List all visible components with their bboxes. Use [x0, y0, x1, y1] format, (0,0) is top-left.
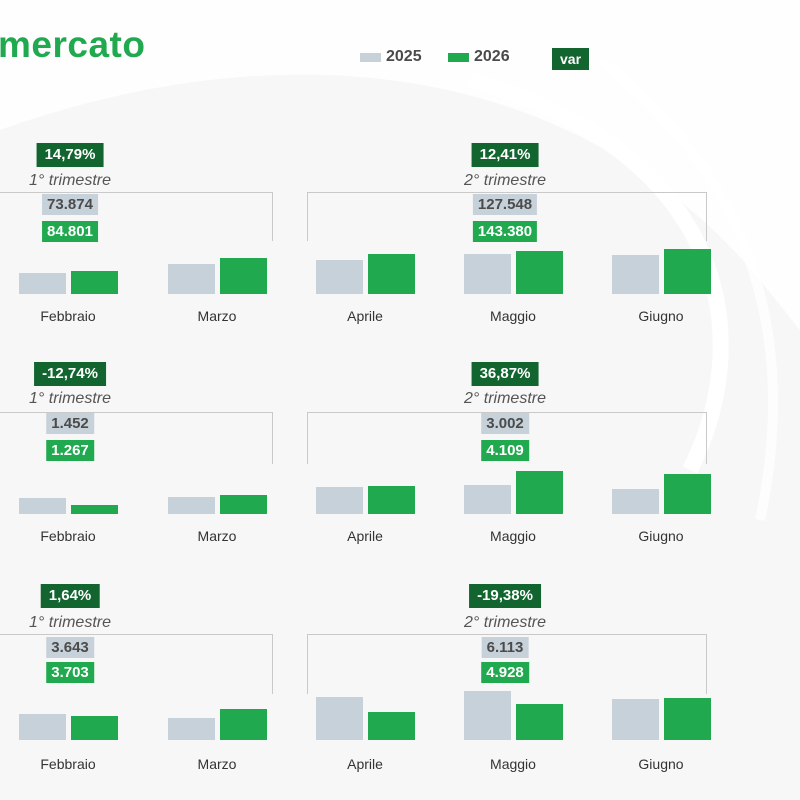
month-label-febbraio: Febbraio [40, 756, 96, 772]
month-label-marzo: Marzo [197, 528, 237, 544]
quarter-bracket-2 [307, 412, 707, 464]
bar-2025-marzo [167, 497, 215, 514]
bar-2026-maggio [515, 471, 563, 514]
bar-2025-maggio [463, 485, 511, 514]
legend-var-badge: var % [552, 48, 590, 85]
bar-2026-febbraio [70, 271, 118, 294]
quarter-label: 2° trimestre [464, 172, 546, 189]
var-percent-badge: 1,64% [40, 584, 100, 608]
bar-2026-marzo [219, 258, 267, 294]
month-label-aprile: Aprile [347, 756, 383, 772]
var-percent-badge: -19,38% [469, 584, 541, 608]
quarter-bracket-2 [307, 192, 707, 241]
bar-2025-febbraio [18, 498, 66, 514]
legend-item-2026: 2026 [448, 48, 510, 66]
month-label-febbraio: Febbraio [40, 308, 96, 324]
month-label-aprile: Aprile [347, 308, 383, 324]
quarter-bracket-1 [0, 634, 273, 694]
month-label-giugno: Giugno [638, 528, 684, 544]
var-percent-badge: 14,79% [36, 143, 104, 167]
bar-2026-maggio [515, 704, 563, 740]
bar-2026-aprile [367, 254, 415, 294]
quarter-bracket-2 [307, 634, 707, 694]
bar-2025-maggio [463, 254, 511, 294]
bar-2026-giugno [663, 474, 711, 514]
total-2025-badge: 127.548 [472, 194, 538, 215]
bar-2025-marzo [167, 718, 215, 740]
bar-2026-maggio [515, 251, 563, 294]
month-label-marzo: Marzo [197, 756, 237, 772]
page-title: mercato [0, 24, 146, 65]
bar-2026-giugno [663, 698, 711, 740]
bar-2025-maggio [463, 691, 511, 740]
bar-2025-giugno [611, 255, 659, 294]
bar-2026-marzo [219, 495, 267, 514]
month-label-aprile: Aprile [347, 528, 383, 544]
bar-2026-marzo [219, 709, 267, 740]
legend-label-2026: 2026 [474, 48, 510, 65]
bar-2025-marzo [167, 264, 215, 294]
bar-2026-giugno [663, 249, 711, 294]
bar-2026-febbraio [70, 505, 118, 514]
total-2026-badge: 4.109 [481, 440, 529, 461]
month-label-maggio: Maggio [490, 308, 536, 324]
legend-swatch-2025 [360, 52, 381, 62]
bar-2026-febbraio [70, 716, 118, 740]
quarter-label: 1° trimestre [29, 390, 111, 407]
bar-2025-aprile [315, 487, 363, 514]
total-2025-badge: 73.874 [42, 194, 98, 215]
quarter-label: 2° trimestre [464, 390, 546, 407]
bar-2026-aprile [367, 712, 415, 740]
month-label-giugno: Giugno [638, 308, 684, 324]
bar-2025-giugno [611, 489, 659, 514]
legend-label-2025: 2025 [386, 48, 422, 65]
bar-2026-aprile [367, 486, 415, 514]
total-2025-badge: 3.002 [481, 413, 529, 434]
total-2025-badge: 6.113 [481, 637, 529, 658]
legend-item-2025: 2025 [360, 48, 422, 66]
var-percent-badge: -12,74% [34, 362, 106, 386]
total-2026-badge: 4.928 [481, 662, 529, 683]
month-label-giugno: Giugno [638, 756, 684, 772]
bar-2025-aprile [315, 697, 363, 740]
bar-2025-febbraio [18, 714, 66, 740]
quarter-bracket-1 [0, 192, 273, 241]
total-2026-badge: 1.267 [46, 440, 94, 461]
legend-swatch-2026 [448, 52, 469, 62]
total-2025-badge: 1.452 [46, 413, 94, 434]
bar-2025-febbraio [18, 273, 66, 294]
total-2025-badge: 3.643 [46, 637, 94, 658]
month-label-marzo: Marzo [197, 308, 237, 324]
quarter-label: 1° trimestre [29, 172, 111, 189]
month-label-maggio: Maggio [490, 756, 536, 772]
month-label-febbraio: Febbraio [40, 528, 96, 544]
quarter-label: 1° trimestre [29, 614, 111, 631]
quarter-bracket-1 [0, 412, 273, 464]
bar-2025-giugno [611, 699, 659, 740]
var-percent-badge: 36,87% [471, 362, 539, 386]
var-percent-badge: 12,41% [471, 143, 539, 167]
bar-2025-aprile [315, 260, 363, 294]
total-2026-badge: 84.801 [42, 221, 98, 242]
total-2026-badge: 3.703 [46, 662, 94, 683]
total-2026-badge: 143.380 [472, 221, 538, 242]
quarter-label: 2° trimestre [464, 614, 546, 631]
month-label-maggio: Maggio [490, 528, 536, 544]
